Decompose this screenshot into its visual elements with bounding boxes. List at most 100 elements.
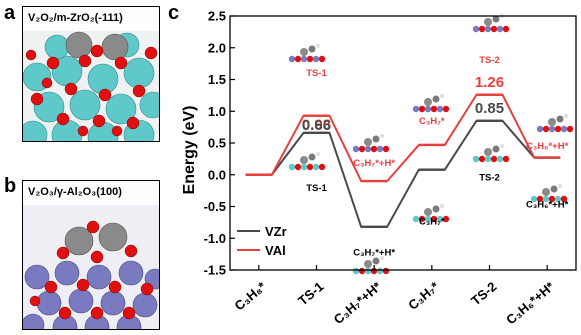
panel-b-letter: b <box>4 175 17 197</box>
surface-atom-mark <box>358 267 366 275</box>
state-annotation: TS-2 <box>479 173 500 184</box>
structure-inset <box>288 151 326 171</box>
surface-atom-mark <box>430 105 438 113</box>
y-tick-label: -0.5 <box>204 199 226 214</box>
surface-atom-mark <box>496 25 504 33</box>
state-annotation: C₃H₇*+H* <box>353 248 395 259</box>
x-tick-label: TS-1 <box>295 279 326 309</box>
surface-atom-mark <box>548 125 556 133</box>
surface-atom-mark <box>442 105 450 113</box>
carbon-atom-mark <box>492 15 500 23</box>
y-tick-label: 0.0 <box>208 167 226 182</box>
structure-inset <box>472 143 510 163</box>
surface-atom-mark <box>418 215 426 223</box>
structure-inset <box>412 93 450 113</box>
chart-labels: 0.930.66 1.26 0.85 TS-1 TS-1 C₃H₇*+H* C₃H₇*+H*… <box>302 55 569 258</box>
surface-atom-mark <box>542 195 550 203</box>
structure-inset <box>472 13 510 33</box>
metal-atom-mark <box>424 98 432 106</box>
surface-atom-mark <box>288 55 296 63</box>
data-label: 1.26 <box>475 74 504 91</box>
adsorbate-structure-insets <box>288 13 574 275</box>
hydrogen-atom-mark <box>379 255 385 261</box>
hydrogen-atom-mark <box>563 113 569 119</box>
state-annotation: TS-1 <box>306 68 327 79</box>
state-annotation: TS-1 <box>306 183 327 194</box>
state-annotation: TS-2 <box>479 55 500 66</box>
x-tick-label: C₃H₆*+H* <box>503 278 558 327</box>
y-tick-label: 1.5 <box>208 72 226 87</box>
surface-atom-mark <box>312 163 320 171</box>
structure-inset <box>288 43 326 63</box>
series-line-vzr <box>245 119 561 228</box>
surface-atom-mark <box>424 105 432 113</box>
y-axis-label: Energy (eV) <box>181 106 198 195</box>
carbon-atom-mark <box>308 45 316 53</box>
surface-atom-mark <box>318 163 326 171</box>
surface-atom-mark <box>418 105 426 113</box>
hydrogen-atom-mark <box>439 203 445 209</box>
hydrogen-atom-mark <box>315 43 321 49</box>
state-annotation: C₃H₇*+H* <box>353 158 395 169</box>
surface-atom-mark <box>412 215 420 223</box>
surface-atom-mark <box>478 25 486 33</box>
data-label: 0.85 <box>475 100 504 117</box>
surface-atom-mark <box>382 145 390 153</box>
panel-a-structure: V₂O₂/m-ZrO₂(-111) <box>22 6 160 142</box>
metal-atom-mark <box>548 118 556 126</box>
panel-a-letter: a <box>4 2 16 24</box>
structure-inset <box>412 203 450 223</box>
x-tick-label: C₃H₈* <box>232 278 270 313</box>
surface-atom-mark <box>436 215 444 223</box>
surface-atom-mark <box>530 195 538 203</box>
surface-atom-mark <box>318 55 326 63</box>
carbon-atom-mark <box>556 115 564 123</box>
surface-atom-mark <box>376 145 384 153</box>
surface-atom-mark <box>382 267 390 275</box>
x-tick-label: TS-2 <box>468 279 499 309</box>
hydrogen-atom-mark <box>557 183 563 189</box>
surface-atom-mark <box>560 195 568 203</box>
chart-legend: VZr VAl <box>237 224 287 258</box>
surface-atom-mark <box>542 125 550 133</box>
carbon-atom-mark <box>372 257 380 265</box>
legend-label-vzr: VZr <box>265 224 287 239</box>
surface-atom-mark <box>490 25 498 33</box>
surface-atom-mark <box>294 55 302 63</box>
state-annotation: C₃H₆*+H* <box>526 141 569 152</box>
surface-atom-mark <box>300 163 308 171</box>
y-tick-label: 0.5 <box>208 136 226 151</box>
surface-atom-mark <box>484 155 492 163</box>
surface-atom-mark <box>496 155 504 163</box>
al2o3-surface-image <box>23 181 159 329</box>
surface-atom-mark <box>560 125 568 133</box>
state-annotation: C₃H₇* <box>419 216 445 227</box>
surface-atom-mark <box>306 163 314 171</box>
panel-c-letter: c <box>168 2 180 24</box>
legend-label-val: VAl <box>265 243 286 258</box>
carbon-atom-mark <box>372 135 380 143</box>
state-annotation: C₃H₆*+H* <box>526 199 569 210</box>
metal-atom-mark <box>542 188 550 196</box>
surface-atom-mark <box>472 155 480 163</box>
metal-atom-mark <box>484 18 492 26</box>
surface-atom-mark <box>358 145 366 153</box>
chart-series <box>245 93 561 229</box>
surface-atom-mark <box>472 25 480 33</box>
surface-atom-mark <box>306 55 314 63</box>
surface-atom-mark <box>376 267 384 275</box>
surface-atom-mark <box>364 267 372 275</box>
surface-atom-mark <box>294 163 302 171</box>
data-label: 0.93 <box>302 117 331 134</box>
surface-atom-mark <box>300 55 308 63</box>
zro2-surface-image <box>23 7 159 141</box>
surface-atom-mark <box>548 195 556 203</box>
carbon-atom-mark <box>432 205 440 213</box>
y-tick-label: 1.0 <box>208 104 226 119</box>
surface-atom-mark <box>554 125 562 133</box>
surface-atom-mark <box>490 155 498 163</box>
hydrogen-atom-mark <box>439 93 445 99</box>
surface-atom-mark <box>288 163 296 171</box>
surface-atom-mark <box>352 145 360 153</box>
